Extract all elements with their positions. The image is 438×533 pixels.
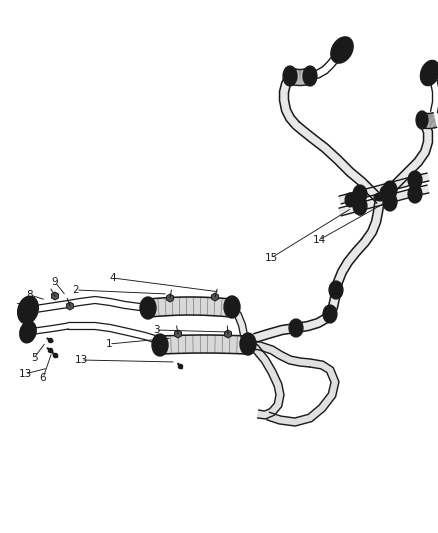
Polygon shape xyxy=(246,341,284,419)
Ellipse shape xyxy=(283,66,297,86)
Text: 6: 6 xyxy=(40,373,46,383)
Ellipse shape xyxy=(323,305,337,323)
Ellipse shape xyxy=(349,199,361,207)
Polygon shape xyxy=(420,112,437,128)
Polygon shape xyxy=(166,294,173,302)
Ellipse shape xyxy=(384,200,392,210)
Ellipse shape xyxy=(353,185,367,203)
Polygon shape xyxy=(174,330,181,338)
Text: 13: 13 xyxy=(74,355,88,365)
Text: 7: 7 xyxy=(15,303,21,313)
Polygon shape xyxy=(160,335,248,354)
Ellipse shape xyxy=(416,111,428,129)
Ellipse shape xyxy=(289,319,303,337)
Text: 9: 9 xyxy=(52,277,58,287)
Polygon shape xyxy=(361,199,385,245)
Ellipse shape xyxy=(20,321,36,343)
Text: 3: 3 xyxy=(153,325,159,335)
Ellipse shape xyxy=(383,193,397,211)
Text: 13: 13 xyxy=(18,369,32,379)
Ellipse shape xyxy=(18,296,38,324)
Ellipse shape xyxy=(152,334,168,356)
Polygon shape xyxy=(212,293,219,301)
Text: 15: 15 xyxy=(265,253,278,263)
Polygon shape xyxy=(229,305,251,345)
Ellipse shape xyxy=(303,66,317,86)
Polygon shape xyxy=(254,239,368,342)
Text: 14: 14 xyxy=(312,235,325,245)
Ellipse shape xyxy=(345,193,355,207)
Text: 8: 8 xyxy=(27,290,33,300)
Ellipse shape xyxy=(420,60,438,86)
Ellipse shape xyxy=(408,171,422,189)
Polygon shape xyxy=(67,302,74,310)
Polygon shape xyxy=(279,74,300,128)
Polygon shape xyxy=(52,292,58,300)
Polygon shape xyxy=(267,359,339,426)
Ellipse shape xyxy=(374,193,386,201)
Polygon shape xyxy=(377,123,432,203)
Polygon shape xyxy=(339,185,429,216)
Polygon shape xyxy=(339,173,429,204)
Text: 1: 1 xyxy=(106,339,112,349)
Polygon shape xyxy=(147,297,233,317)
Ellipse shape xyxy=(408,185,422,203)
Text: 5: 5 xyxy=(31,353,37,363)
Ellipse shape xyxy=(140,297,156,319)
Polygon shape xyxy=(247,340,311,367)
Ellipse shape xyxy=(356,205,364,215)
Ellipse shape xyxy=(329,281,343,299)
Polygon shape xyxy=(293,122,383,203)
Ellipse shape xyxy=(353,197,367,215)
Ellipse shape xyxy=(331,37,353,63)
Ellipse shape xyxy=(224,296,240,318)
Polygon shape xyxy=(288,68,312,85)
Text: 4: 4 xyxy=(110,273,117,283)
Ellipse shape xyxy=(383,181,397,199)
Polygon shape xyxy=(225,330,231,338)
Ellipse shape xyxy=(240,333,256,355)
Text: 2: 2 xyxy=(73,285,79,295)
Ellipse shape xyxy=(380,186,390,200)
